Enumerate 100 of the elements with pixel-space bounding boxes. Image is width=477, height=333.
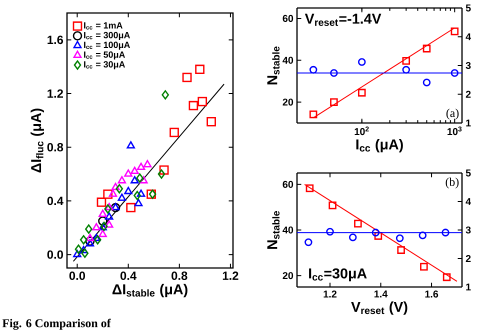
y-tick-label: 1.2 — [48, 89, 64, 98]
point — [372, 228, 380, 236]
point — [118, 194, 126, 201]
y-tick-label: 0.0 — [47, 250, 63, 259]
y2-tick-label: 3 — [466, 62, 471, 70]
x-tick-label: 0.4 — [120, 272, 137, 280]
x-axis-title: V$_{reset}$ (V) — [351, 301, 408, 315]
y2-tick-label: 4 — [466, 33, 472, 40]
point — [96, 198, 106, 207]
point — [304, 238, 312, 246]
point — [118, 176, 126, 184]
point — [104, 204, 112, 214]
x-tick-label: 1.2 — [222, 272, 238, 280]
point — [170, 128, 179, 138]
x-tick-label: 10$^{3}$ — [448, 126, 462, 136]
point — [98, 210, 107, 218]
point — [136, 162, 146, 170]
y-tick-label: 40 — [282, 226, 294, 234]
point — [79, 246, 88, 254]
point — [162, 90, 170, 100]
point — [104, 212, 114, 220]
y2-tick-label: 1 — [466, 120, 471, 126]
point — [159, 165, 169, 175]
point — [104, 220, 114, 228]
annotation: V$_{reset}$=-1.4V — [304, 14, 382, 26]
point — [420, 262, 428, 271]
y-axis-title: N$_{stable}$ — [267, 211, 280, 249]
point — [136, 173, 144, 183]
point — [182, 72, 192, 82]
legend-label: I$_{cc}$ = 1mA — [84, 22, 123, 30]
point — [134, 198, 143, 206]
x-tick-label: 1.2 — [324, 290, 337, 298]
point — [124, 169, 132, 177]
point — [130, 176, 139, 184]
point — [158, 169, 166, 179]
legend-label: I$_{cc}$ = 30μA — [84, 61, 126, 70]
annotation: (a) — [446, 108, 459, 120]
y2-tick-label: 2 — [466, 255, 471, 262]
point — [86, 234, 94, 242]
point — [126, 202, 136, 212]
point — [348, 234, 357, 242]
point — [139, 176, 148, 184]
point — [98, 216, 108, 226]
x-tick-label: 0.8 — [172, 272, 188, 280]
x-tick-label: 1.6 — [425, 290, 438, 298]
y2-tick-label: 4 — [466, 198, 472, 205]
point — [86, 239, 94, 247]
y2-tick-label: 1 — [466, 284, 471, 290]
y-tick-label: 1.6 — [48, 36, 64, 44]
point — [134, 190, 141, 200]
x-axis-title: ΔI$_{stable}$ (μA) — [112, 284, 188, 298]
point — [396, 234, 404, 242]
point — [92, 223, 101, 230]
point — [108, 189, 118, 197]
y-axis-title: ΔI$_{fluc}$ (μA) — [30, 108, 44, 173]
y-tick-label: 20 — [282, 98, 294, 106]
y-tick-label: 40 — [282, 56, 294, 64]
point — [73, 250, 82, 258]
point — [85, 224, 92, 234]
point — [80, 235, 88, 244]
point — [92, 234, 101, 242]
point — [111, 182, 120, 190]
x-axis-title: I$_{cc}$ (μA) — [356, 138, 403, 152]
point — [81, 248, 89, 258]
point — [136, 189, 146, 197]
y2-tick-label: 5 — [466, 170, 471, 176]
x-tick-label: 0.0 — [69, 272, 86, 280]
point — [418, 232, 427, 240]
point — [124, 186, 132, 194]
point — [354, 220, 362, 228]
y2-tick-label: 3 — [466, 226, 471, 234]
y-tick-label: 0.4 — [47, 196, 64, 206]
legend-label: I$_{cc}$ = 50μA — [84, 51, 126, 60]
point — [328, 201, 336, 210]
annotation: (b) — [446, 178, 459, 188]
point — [116, 184, 124, 194]
x-tick-label: 10$^{2}$ — [354, 126, 369, 136]
point — [85, 236, 95, 246]
y-tick-label: 60 — [282, 14, 294, 22]
legend-label: I$_{cc}$ = 100μA — [84, 42, 130, 50]
annotation: I$_{cc}$=30μA — [309, 268, 367, 282]
y2-tick-label: 2 — [466, 90, 471, 98]
y-tick-label: 20 — [282, 272, 294, 280]
point — [374, 232, 382, 240]
caption: Fig. 6 Comparison of — [2, 318, 111, 330]
point — [74, 244, 82, 254]
x-tick-label: 1.4 — [374, 290, 388, 298]
point — [326, 228, 334, 236]
y-tick-label: 0.8 — [47, 142, 64, 152]
point — [442, 228, 450, 236]
point — [188, 100, 198, 110]
point — [143, 160, 152, 168]
y-tick-label: 60 — [282, 180, 294, 188]
legend-label: I$_{cc}$ = 300μA — [84, 32, 130, 40]
point — [94, 235, 102, 244]
point — [103, 189, 113, 199]
point — [104, 202, 114, 210]
point — [206, 117, 216, 126]
y-axis-title: N$_{stable}$ — [267, 46, 280, 84]
y2-tick-label: 5 — [466, 4, 471, 12]
